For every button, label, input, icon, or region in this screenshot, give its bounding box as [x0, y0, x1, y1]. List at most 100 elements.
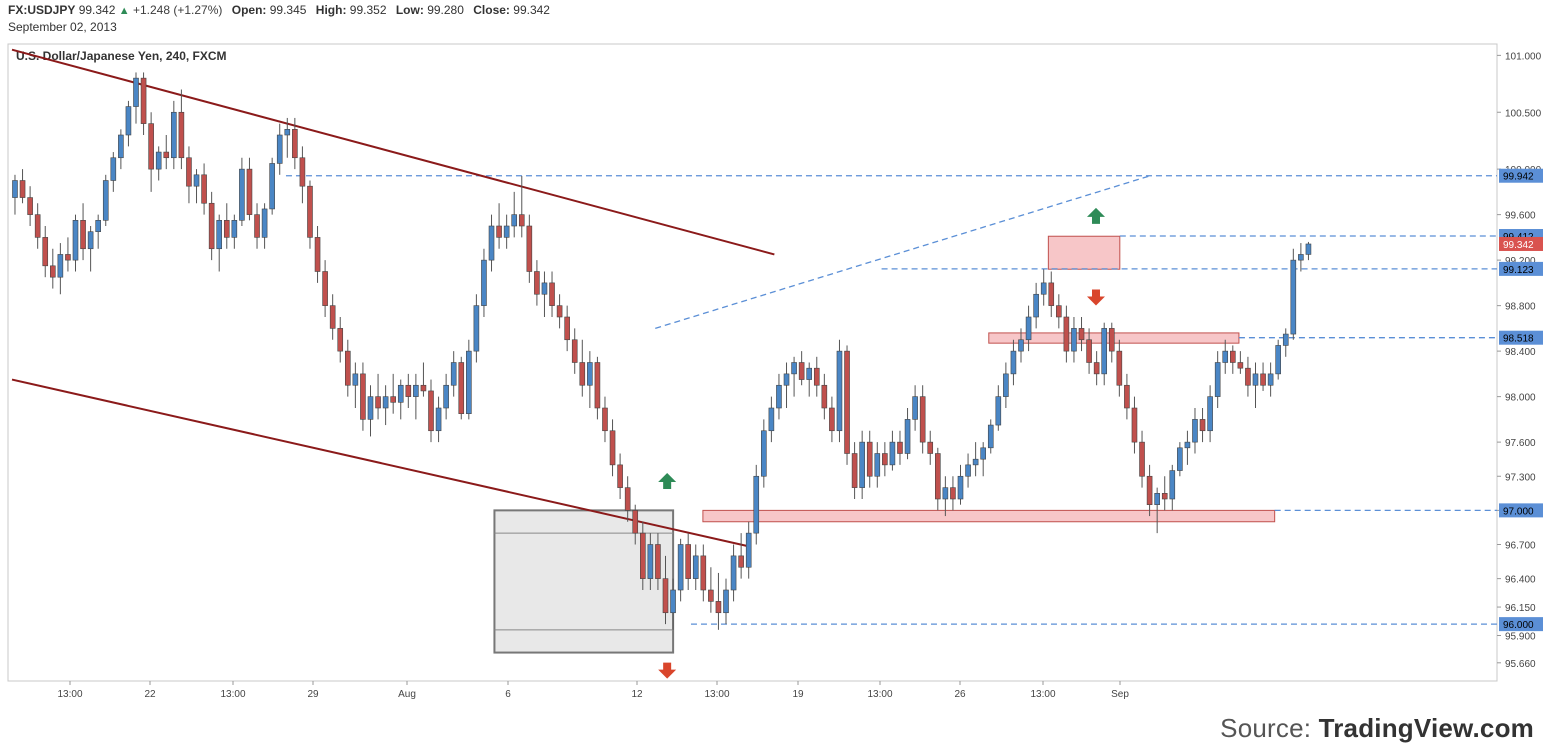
candle-body	[428, 390, 434, 432]
candle-body	[776, 384, 782, 409]
candle-body	[473, 305, 480, 352]
candle	[874, 442, 881, 488]
candle	[776, 373, 782, 420]
candle	[935, 447, 941, 511]
candle	[1146, 464, 1153, 517]
open-label: Open:	[231, 3, 267, 17]
candle	[602, 396, 608, 443]
close-value: 99.342	[513, 3, 550, 17]
candle-body	[882, 453, 888, 466]
candle	[987, 419, 994, 454]
candle	[133, 72, 139, 124]
candle-body	[1252, 373, 1259, 386]
plot-area	[7, 43, 1498, 682]
candle	[647, 533, 654, 590]
candle	[34, 203, 41, 249]
price-zone	[702, 509, 1276, 523]
candle	[723, 578, 729, 625]
candle	[1282, 328, 1289, 357]
candle	[65, 237, 71, 272]
candle	[87, 226, 94, 272]
candle-body	[72, 220, 79, 261]
candle-body	[367, 396, 374, 420]
candle-body	[155, 151, 162, 170]
candle-body	[1063, 316, 1070, 352]
candle-body	[171, 111, 177, 159]
candle	[821, 373, 828, 420]
candle	[443, 373, 449, 420]
y-tick-label: 95.900	[1505, 632, 1536, 643]
candle-body	[1101, 328, 1108, 375]
candle-body	[904, 419, 911, 454]
candle-body	[783, 373, 790, 386]
y-tick-label: 99.600	[1505, 211, 1536, 222]
candle-body	[655, 544, 661, 579]
consolidation-box	[493, 509, 675, 654]
candle-body	[1305, 243, 1312, 255]
candle	[1222, 339, 1229, 374]
candle-body	[12, 180, 18, 198]
candle	[692, 544, 699, 590]
candle	[231, 214, 238, 249]
candle	[110, 152, 117, 192]
candle	[1161, 476, 1168, 511]
channel-upper-line	[11, 48, 775, 256]
candle	[836, 339, 843, 443]
candle-body	[692, 555, 699, 579]
candle	[1056, 294, 1062, 329]
candle-body	[314, 237, 321, 272]
price-tag	[1499, 617, 1543, 632]
candle	[1184, 430, 1191, 465]
candle-body	[1298, 254, 1304, 261]
candle	[995, 385, 1002, 431]
candle	[1093, 351, 1100, 386]
candle	[435, 396, 442, 443]
candle	[1078, 317, 1085, 352]
y-tick-label: 98.400	[1505, 347, 1536, 358]
x-tick-label: 19	[792, 689, 804, 700]
candle-body	[609, 430, 616, 466]
y-tick-label: 96.700	[1505, 541, 1536, 552]
candle-body	[140, 77, 147, 124]
candle	[1245, 356, 1251, 397]
candle	[118, 129, 124, 170]
candle	[639, 521, 646, 590]
candle	[72, 214, 79, 272]
candle	[186, 146, 192, 204]
candle-body	[866, 441, 873, 477]
candle-body	[965, 464, 971, 477]
candle-body	[1146, 475, 1153, 505]
candle-body	[549, 282, 555, 306]
candle	[942, 476, 949, 517]
candle-body	[753, 475, 760, 534]
candle-body	[503, 225, 510, 238]
price-tag-label: 99.942	[1503, 172, 1534, 183]
candle	[1298, 243, 1304, 272]
candle-body	[587, 362, 593, 386]
y-tick-label: 96.400	[1505, 575, 1536, 586]
x-tick-label: 13:00	[220, 689, 245, 700]
candle	[829, 396, 835, 443]
candle-body	[481, 259, 487, 306]
candle	[352, 362, 359, 408]
candle	[1192, 408, 1198, 454]
candle-body	[269, 163, 275, 210]
candle	[208, 191, 215, 261]
candle-body	[526, 225, 533, 272]
candle-body	[738, 555, 744, 568]
candle-body	[972, 458, 979, 466]
candle-body	[927, 441, 934, 454]
candle	[783, 362, 790, 408]
candle-body	[670, 589, 676, 614]
candle	[662, 555, 669, 625]
candle-body	[1018, 339, 1024, 352]
candle-body	[1290, 259, 1297, 335]
candle	[239, 157, 245, 226]
source-brand[interactable]: TradingView.com	[1318, 713, 1534, 743]
symbol[interactable]: FX:USDJPY	[8, 3, 76, 17]
candle	[12, 174, 18, 215]
candle	[1018, 328, 1024, 363]
candle	[390, 373, 396, 414]
candle-body	[511, 214, 518, 227]
